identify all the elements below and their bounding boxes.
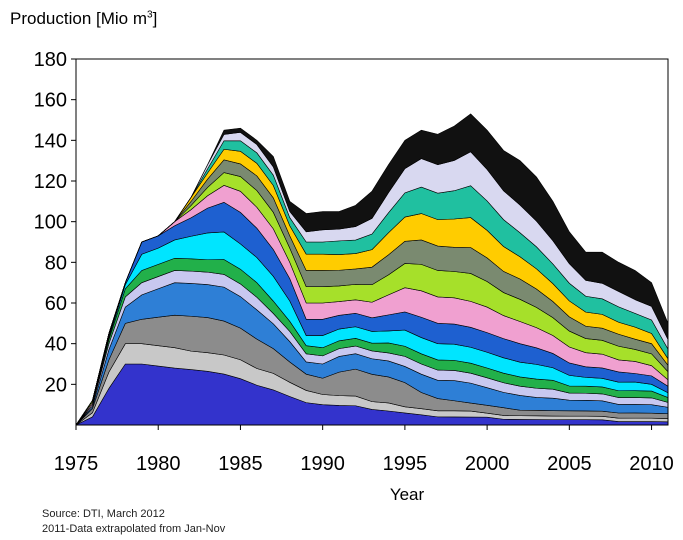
y-axis-title-text: Production [Mio m bbox=[10, 9, 147, 28]
plot-frame bbox=[75, 58, 669, 426]
y-tick-label: 160 bbox=[34, 90, 67, 112]
y-tick-label: 120 bbox=[34, 171, 67, 193]
y-tick-label: 180 bbox=[34, 49, 67, 71]
y-axis-title-unit-superscript: 3 bbox=[147, 9, 153, 21]
x-axis: 1975 1980 1985 1990 1995 2000 2005 2010 bbox=[54, 425, 674, 475]
y-axis: 20 40 60 80 100 120 140 160 180 bbox=[34, 49, 76, 396]
area-series-group bbox=[75, 113, 669, 426]
x-tick-label: 1985 bbox=[218, 453, 263, 475]
y-axis-title-close: ] bbox=[152, 9, 158, 28]
x-tick-label: 1995 bbox=[383, 453, 428, 475]
x-tick-label: 1975 bbox=[54, 453, 99, 475]
y-tick-label: 140 bbox=[34, 130, 67, 152]
y-tick-label: 100 bbox=[34, 212, 67, 234]
x-tick-label: 2005 bbox=[547, 453, 592, 475]
y-tick-label: 80 bbox=[45, 252, 67, 274]
x-axis-title: Year bbox=[390, 485, 425, 504]
extrapolation-note: 2011-Data extrapolated from Jan-Nov bbox=[42, 523, 226, 535]
y-tick-label: 60 bbox=[45, 293, 67, 315]
stacked-area-chart: 20 40 60 80 100 120 140 160 180 1975 1980 1985 1990… bbox=[34, 49, 674, 504]
x-tick-label: 1990 bbox=[300, 453, 345, 475]
x-tick-label: 1980 bbox=[136, 453, 181, 475]
y-axis-title: Production [Mio m3] bbox=[10, 9, 157, 29]
y-tick-label: 20 bbox=[45, 374, 67, 396]
x-tick-label: 2010 bbox=[629, 453, 674, 475]
source-note: Source: DTI, March 2012 bbox=[42, 508, 165, 520]
x-tick-label: 2000 bbox=[465, 453, 510, 475]
y-tick-label: 40 bbox=[45, 334, 67, 356]
